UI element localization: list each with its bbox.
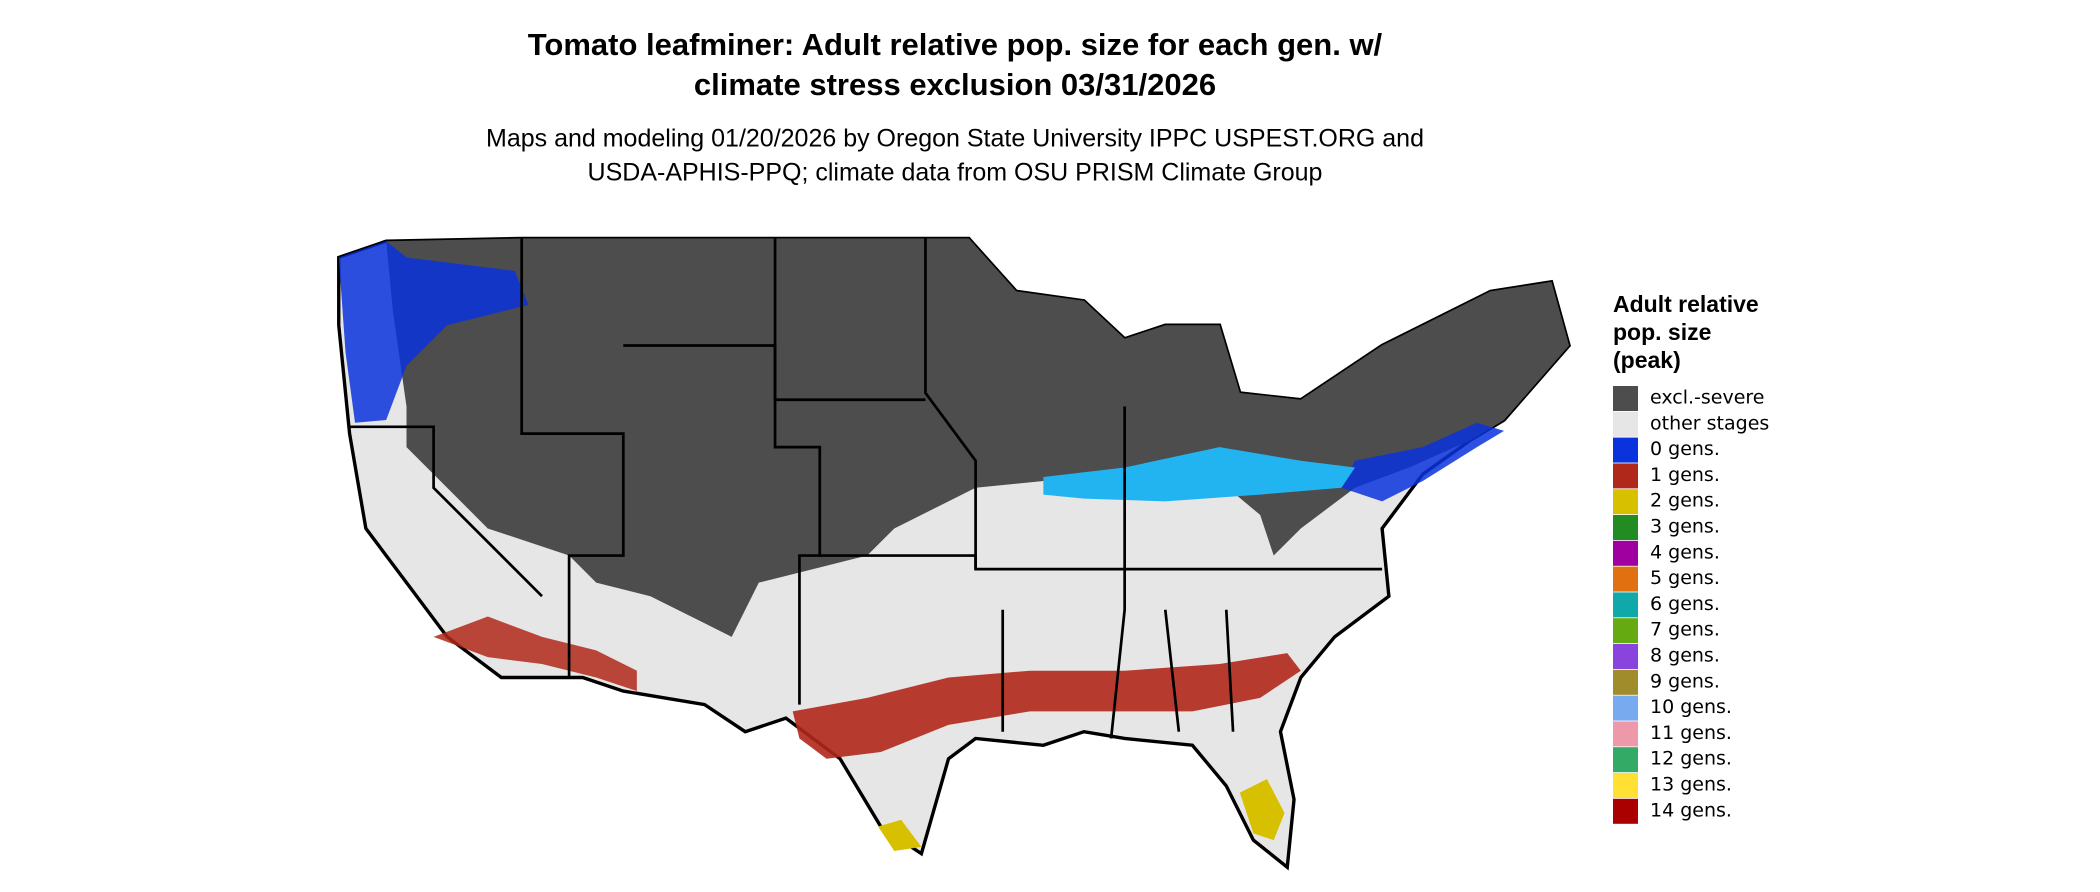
zero-gens-east	[1341, 422, 1505, 502]
legend-swatch	[1613, 669, 1638, 695]
legend-label: 9 gens.	[1650, 670, 1720, 692]
legend-swatch	[1613, 411, 1638, 437]
legend: excl.-severe other stages 0 gens. 1 gens. 2 …	[1613, 386, 1769, 824]
two-gens-florida	[1239, 779, 1285, 841]
legend-label: 3 gens.	[1650, 516, 1720, 538]
legend-swatch	[1613, 463, 1638, 489]
legend-label: 0 gens.	[1650, 438, 1720, 460]
legend-swatch	[1613, 515, 1638, 540]
legend-swatch	[1613, 747, 1638, 773]
legend-swatch	[1613, 566, 1638, 592]
legend-label: 5 gens.	[1650, 567, 1720, 589]
legend-swatch	[1613, 540, 1638, 566]
legend-label: 12 gens.	[1650, 748, 1732, 770]
legend-label: 8 gens.	[1650, 645, 1720, 667]
legend-label: 10 gens.	[1650, 696, 1732, 718]
legend-label: other stages	[1650, 412, 1769, 434]
legend-label: 13 gens.	[1650, 774, 1732, 796]
legend-title: pop. size	[1613, 319, 1711, 345]
one-gen-southwest	[433, 616, 637, 692]
legend-label: 4 gens.	[1650, 541, 1720, 563]
subtitle-line: Maps and modeling 01/20/2026 by Oregon S…	[486, 125, 1424, 153]
title-line: Tomato leafminer: Adult relative pop. si…	[528, 27, 1383, 62]
legend-swatch	[1613, 386, 1638, 411]
legend-title: Adult relative	[1613, 291, 1759, 317]
legend-label: 11 gens.	[1650, 722, 1732, 744]
legend-title: (peak)	[1613, 347, 1681, 373]
legend-swatch	[1613, 489, 1638, 515]
legend-swatch	[1613, 798, 1638, 824]
legend-label: 1 gens.	[1650, 464, 1720, 486]
zero-gens-west	[338, 241, 529, 423]
legend-swatch	[1613, 592, 1638, 618]
legend-swatch	[1613, 644, 1638, 669]
legend-swatch	[1613, 721, 1638, 747]
legend-label: excl.-severe	[1650, 387, 1765, 409]
legend-label: 2 gens.	[1650, 490, 1720, 512]
subtitle-line: USDA-APHIS-PPQ; climate data from OSU PR…	[588, 159, 1323, 187]
legend-label: 6 gens.	[1650, 593, 1720, 615]
legend-swatch	[1613, 773, 1638, 798]
two-gens-texas	[878, 819, 922, 851]
excluded-region	[386, 238, 1570, 637]
light-blue-band	[1043, 447, 1355, 502]
title-line: climate stress exclusion 03/31/2026	[694, 67, 1216, 102]
legend-label: 14 gens.	[1650, 799, 1732, 821]
legend-swatch	[1613, 695, 1638, 721]
state-borders	[349, 238, 1383, 739]
us-map	[337, 236, 1571, 871]
legend-swatch	[1613, 437, 1638, 463]
legend-label: 7 gens.	[1650, 619, 1720, 641]
legend-swatch	[1613, 618, 1638, 644]
